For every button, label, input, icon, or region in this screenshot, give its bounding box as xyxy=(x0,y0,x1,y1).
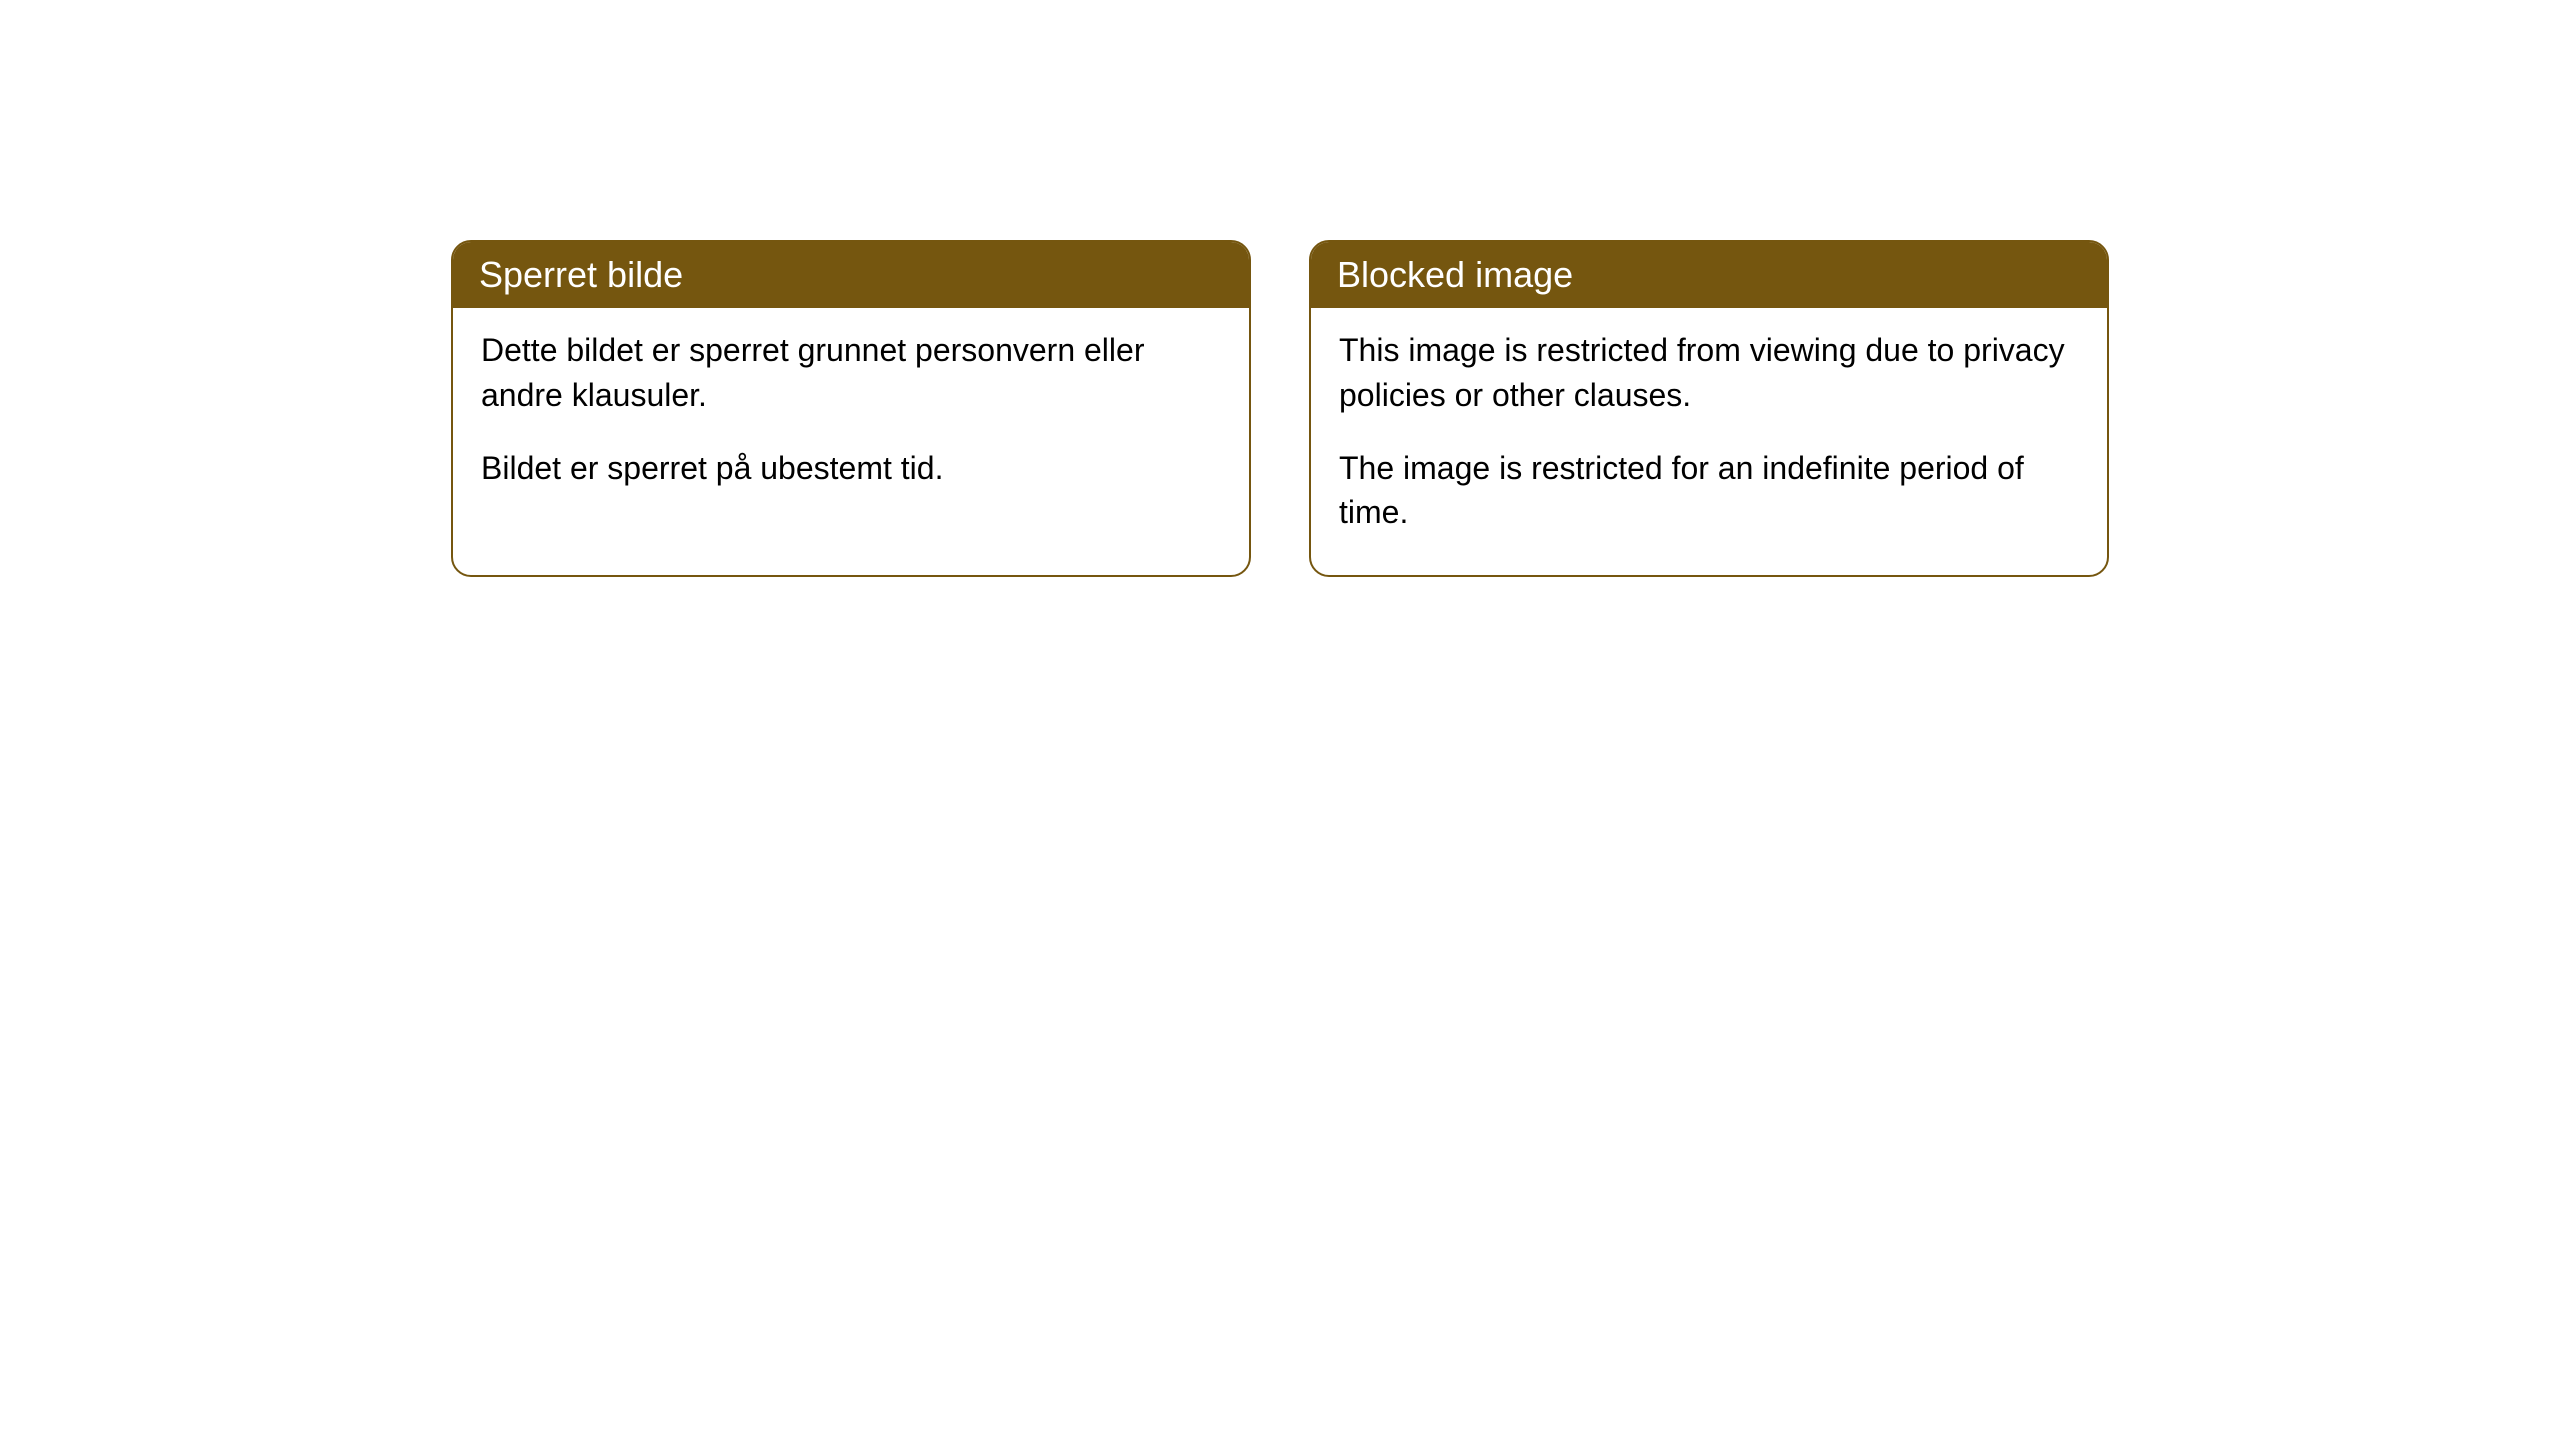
card-header-english: Blocked image xyxy=(1311,242,2107,308)
cards-container: Sperret bilde Dette bildet er sperret gr… xyxy=(0,240,2560,577)
card-body-norwegian: Dette bildet er sperret grunnet personve… xyxy=(453,308,1249,530)
card-paragraph-1: Dette bildet er sperret grunnet personve… xyxy=(481,328,1221,418)
card-body-english: This image is restricted from viewing du… xyxy=(1311,308,2107,575)
card-header-norwegian: Sperret bilde xyxy=(453,242,1249,308)
card-paragraph-2: The image is restricted for an indefinit… xyxy=(1339,446,2079,536)
card-paragraph-1: This image is restricted from viewing du… xyxy=(1339,328,2079,418)
card-norwegian: Sperret bilde Dette bildet er sperret gr… xyxy=(451,240,1251,577)
card-english: Blocked image This image is restricted f… xyxy=(1309,240,2109,577)
card-paragraph-2: Bildet er sperret på ubestemt tid. xyxy=(481,446,1221,491)
